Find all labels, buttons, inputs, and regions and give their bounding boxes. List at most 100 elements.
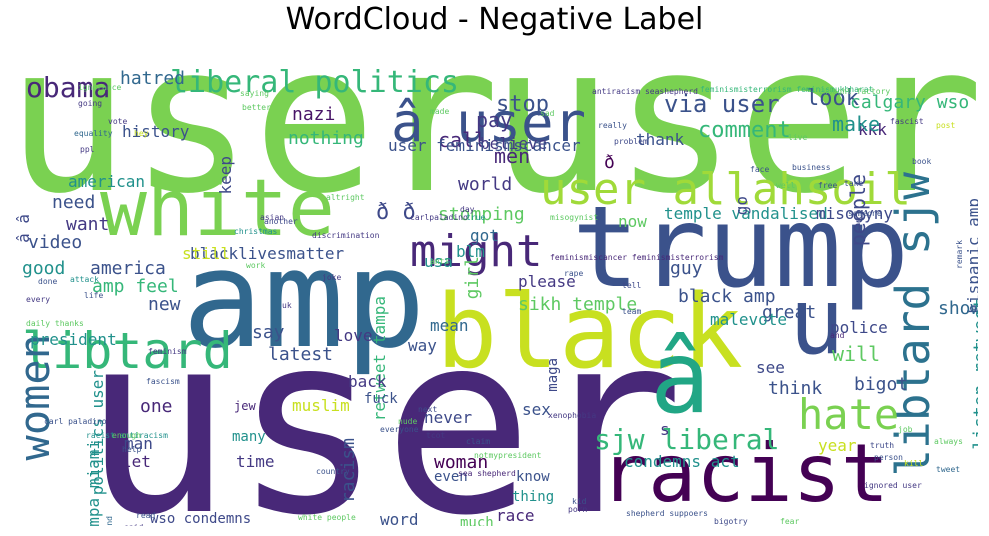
cloud-word: and <box>830 331 845 340</box>
cloud-word: racist antiracism <box>86 431 168 440</box>
cloud-word: muslim <box>292 396 350 415</box>
cloud-word: feminism <box>148 347 187 356</box>
cloud-word: another <box>264 217 298 226</box>
cloud-word: racist <box>600 427 889 520</box>
cloud-word: via user <box>664 90 780 118</box>
cloud-word: guy <box>670 258 703 279</box>
cloud-word: notmypresident <box>474 451 542 460</box>
cloud-word: now <box>618 212 647 231</box>
cloud-word: vote <box>108 117 128 126</box>
cloud-word: video <box>28 232 83 253</box>
cloud-word: sikh temple <box>518 294 638 315</box>
cloud-word: enough <box>112 431 141 440</box>
cloud-word: one <box>140 396 173 417</box>
cloud-word: next <box>418 405 438 414</box>
cloud-word: everyone <box>380 425 419 434</box>
cloud-word: carlpaladino <box>410 213 468 222</box>
cloud-word: want <box>66 214 110 235</box>
cloud-word: please <box>518 272 576 291</box>
cloud-word: really <box>598 121 627 130</box>
cloud-word: believe <box>480 134 548 153</box>
cloud-word: libtard <box>22 322 233 380</box>
cloud-word: fuck <box>364 391 398 407</box>
cloud-word: time <box>236 452 275 471</box>
cloud-word: sjw liberal <box>594 423 780 456</box>
cloud-word: black <box>436 273 744 392</box>
cloud-word: going <box>78 99 103 108</box>
cloud-word: pay <box>476 108 513 132</box>
cloud-word: way <box>408 336 437 355</box>
cloud-word: hate <box>798 390 900 439</box>
cloud-word: thank <box>636 130 685 149</box>
cloud-word: sex <box>522 400 551 419</box>
cloud-word: ignorance <box>78 83 122 92</box>
cloud-word: make <box>832 112 881 136</box>
cloud-word: daily thanks <box>26 319 84 328</box>
cloud-word: â user <box>391 91 587 154</box>
cloud-word: country <box>316 467 350 476</box>
cloud-word: jew <box>234 399 256 413</box>
cloud-word: problem <box>614 137 648 146</box>
cloud-word: need <box>52 192 96 213</box>
cloud-word: anti <box>430 257 450 266</box>
cloud-word: discrimination <box>312 231 380 240</box>
cloud-word: stand <box>105 516 114 526</box>
cloud-word: tcot <box>426 431 446 440</box>
cloud-word: good <box>22 258 66 279</box>
cloud-word: got <box>470 226 499 245</box>
cloud-word: women <box>10 334 59 461</box>
cloud-word: rape <box>564 269 584 278</box>
cloud-word: thought factory <box>818 87 891 96</box>
cloud-word: trump <box>572 183 910 313</box>
cloud-word: black amp <box>678 286 776 307</box>
cloud-word: police <box>830 318 888 337</box>
cloud-word: book <box>912 157 932 166</box>
cloud-word: help <box>122 445 142 454</box>
cloud-word: world <box>458 174 513 195</box>
cloud-word: u <box>789 268 845 375</box>
cloud-word: let <box>122 452 151 471</box>
cloud-word: temple vandalised <box>664 204 828 223</box>
cloud-word: calgary wso <box>850 92 970 113</box>
cloud-word: life <box>84 291 104 300</box>
cloud-word: blacklivesmatter <box>190 244 345 263</box>
cloud-word: business <box>792 163 831 172</box>
cloud-word: always <box>934 437 963 446</box>
cloud-word: true <box>466 213 486 222</box>
cloud-word: ppl <box>80 145 95 154</box>
cloud-word: ð <box>604 152 615 173</box>
cloud-word: know <box>516 469 550 485</box>
cloud-word: great <box>762 302 817 323</box>
cloud-word: better <box>242 103 271 112</box>
cloud-word: man <box>124 434 153 453</box>
cloud-word: call <box>438 128 487 152</box>
cloud-word: user <box>82 279 685 527</box>
cloud-word: ass <box>972 305 978 314</box>
cloud-word: user allahsoil <box>540 164 911 215</box>
cloud-word: altright <box>326 193 365 202</box>
cloud-word: well <box>776 181 796 190</box>
cloud-word: said <box>124 524 143 527</box>
cloud-word: condemns act <box>624 452 740 471</box>
cloud-word: uk <box>282 301 292 310</box>
cloud-word: truth <box>870 441 895 450</box>
cloud-word: sea shepherd <box>458 469 516 478</box>
cloud-word: live <box>788 133 808 142</box>
cloud-word: read <box>136 511 156 520</box>
cloud-word: made <box>430 107 450 116</box>
cloud-word: stop <box>496 92 549 117</box>
cloud-word: many <box>232 429 266 445</box>
cloud-word: never <box>424 408 473 427</box>
cloud-word: white people <box>298 513 356 522</box>
cloud-word: much <box>460 515 494 526</box>
cloud-word: feminismiscancer feminismisterrorism <box>550 253 724 262</box>
cloud-word: white <box>100 164 335 254</box>
cloud-word: kid <box>572 497 587 506</box>
cloud-word: latest <box>268 344 334 365</box>
cloud-word: liberal politics <box>170 65 459 100</box>
cloud-word: look <box>806 86 859 111</box>
cloud-word: tweet <box>936 465 961 474</box>
cloud-word: wso condemns <box>150 511 252 526</box>
cloud-word: claim <box>466 437 491 446</box>
cloud-word: kill <box>904 459 924 468</box>
